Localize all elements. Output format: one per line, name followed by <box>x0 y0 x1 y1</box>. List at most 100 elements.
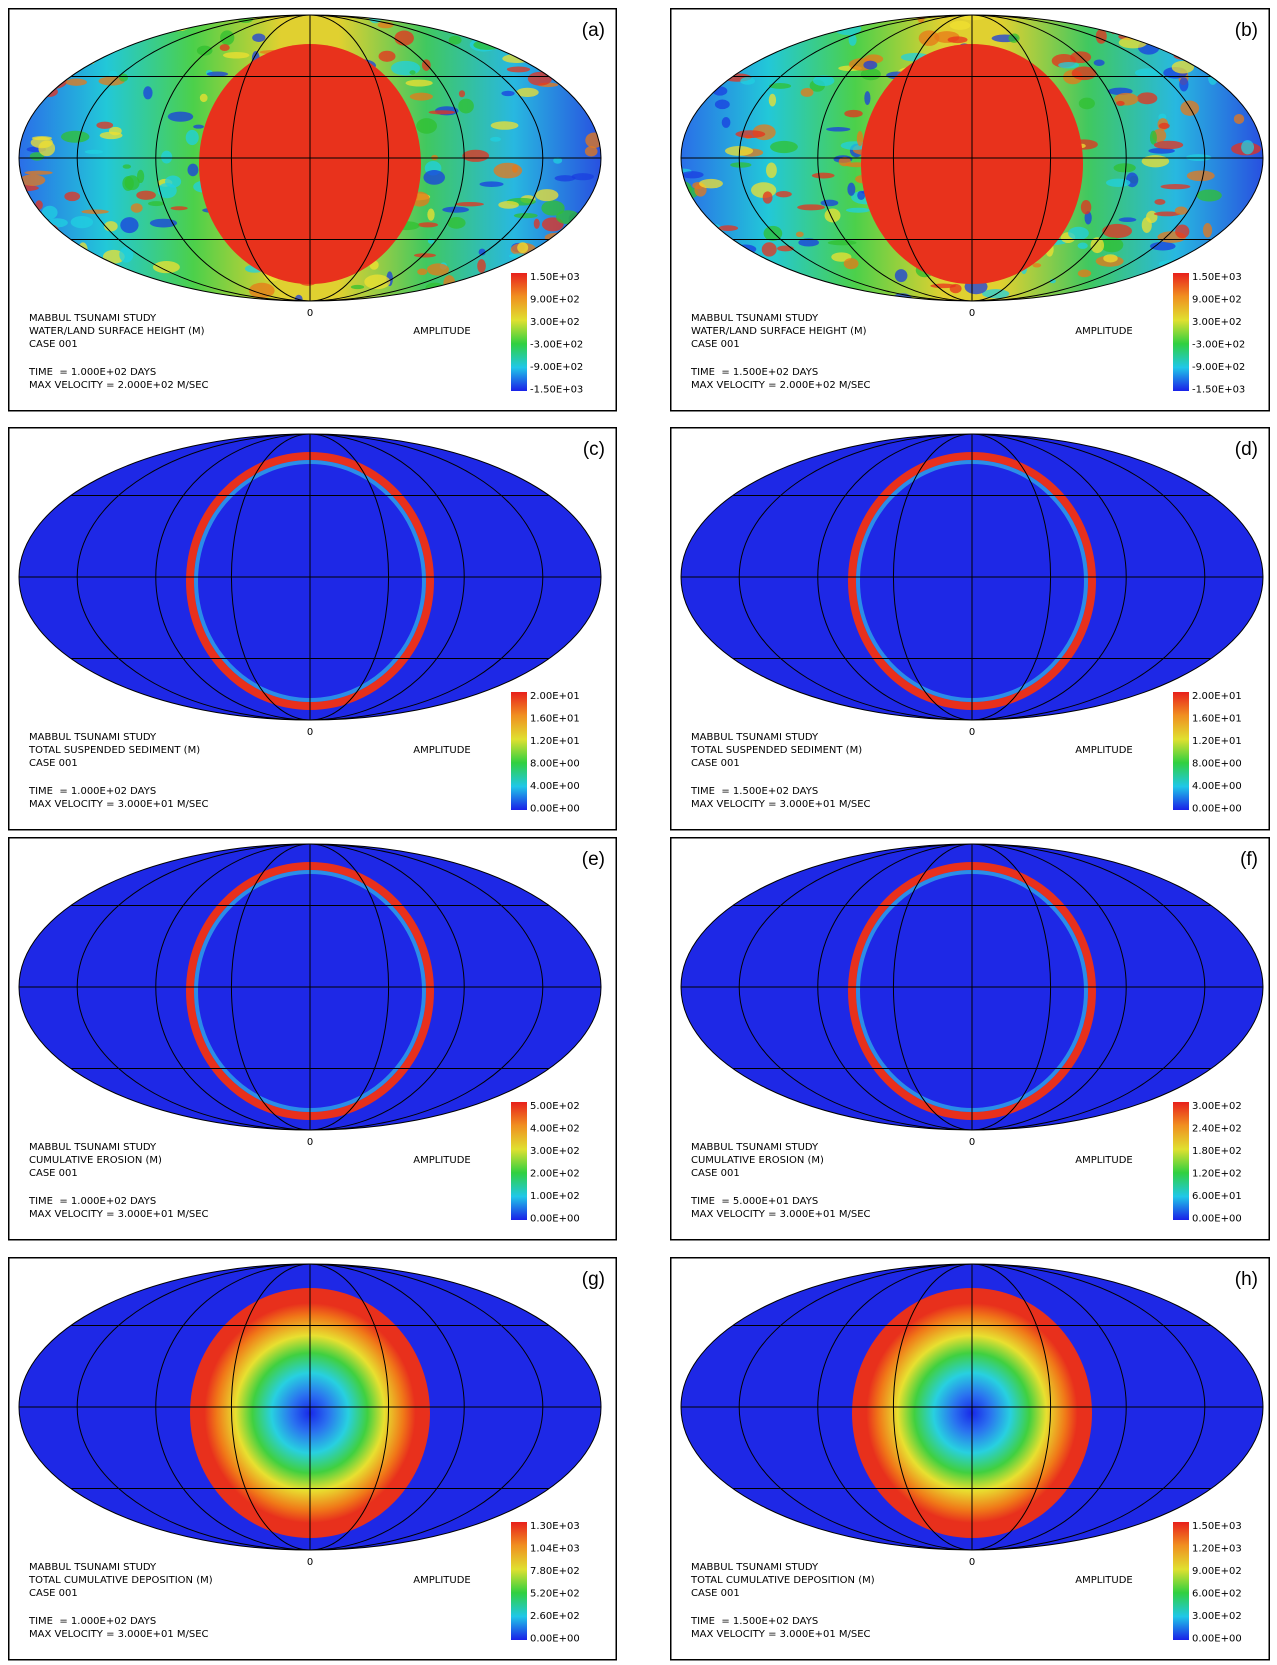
caption-velocity: MAX VELOCITY = 2.000E+02 M/SEC <box>29 380 209 391</box>
panel: (f)0MABBUL TSUNAMI STUDYCUMULATIVE EROSI… <box>671 838 1270 1240</box>
texture <box>1154 199 1165 205</box>
texture <box>193 125 204 129</box>
texture <box>770 141 798 153</box>
colorbar-label: 0.00E+00 <box>1192 1634 1242 1645</box>
legend-title: AMPLITUDE <box>1075 326 1132 337</box>
colorbar-label: -9.00E+02 <box>1192 362 1245 373</box>
texture <box>148 201 164 206</box>
texture <box>171 206 188 210</box>
texture <box>1102 224 1132 238</box>
texture <box>1116 101 1125 106</box>
texture <box>534 219 540 229</box>
texture <box>1150 242 1176 251</box>
texture <box>431 155 438 160</box>
panel-label: (e) <box>582 849 605 870</box>
texture <box>535 189 558 201</box>
colorbar-label: 0.00E+00 <box>1192 804 1242 815</box>
texture <box>458 99 474 114</box>
texture <box>429 110 456 114</box>
texture <box>1175 225 1189 239</box>
texture <box>32 136 52 140</box>
texture <box>585 146 598 156</box>
texture <box>950 21 971 30</box>
legend-title: AMPLITUDE <box>413 1575 470 1586</box>
map <box>19 1264 601 1550</box>
texture <box>812 173 835 179</box>
colorbar-label: 5.20E+02 <box>530 1589 580 1600</box>
colorbar-label: 3.00E+02 <box>530 1146 580 1157</box>
colorbar-label: 3.00E+02 <box>1192 1611 1242 1622</box>
colorbar-label: 2.00E+01 <box>1192 691 1242 702</box>
colorbar-label: 1.60E+01 <box>1192 714 1242 725</box>
caption-time: TIME = 1.000E+02 DAYS <box>28 1616 156 1627</box>
panel: (h)0MABBUL TSUNAMI STUDYTOTAL CUMULATIVE… <box>671 1258 1270 1660</box>
colorbar-label: 1.20E+03 <box>1192 1544 1242 1555</box>
colorbar <box>1173 1102 1189 1220</box>
texture <box>857 191 865 200</box>
texture <box>930 284 956 289</box>
panel-label: (c) <box>583 439 605 460</box>
texture <box>1187 170 1215 181</box>
texture <box>715 100 730 110</box>
colorbar-label: -3.00E+02 <box>1192 340 1245 351</box>
colorbar-label: 0.00E+00 <box>530 804 580 815</box>
legend-title: AMPLITUDE <box>1075 1155 1132 1166</box>
map <box>19 434 601 720</box>
texture <box>517 242 528 253</box>
texture <box>459 90 465 97</box>
colorbar <box>1173 1522 1189 1640</box>
texture <box>1078 243 1088 249</box>
texture <box>252 34 265 42</box>
texture <box>200 94 208 102</box>
texture <box>1094 60 1105 66</box>
texture <box>1179 77 1188 91</box>
texture <box>1068 227 1089 240</box>
panel: (e)0MABBUL TSUNAMI STUDYCUMULATIVE EROSI… <box>9 838 617 1240</box>
map <box>681 844 1263 1130</box>
colorbar-label: -1.50E+03 <box>530 385 583 396</box>
axis-label: 0 <box>969 727 975 738</box>
colorbar-label: 1.50E+03 <box>530 272 580 283</box>
caption-time: TIME = 1.500E+02 DAYS <box>690 1616 818 1627</box>
colorbar-label: 1.30E+03 <box>530 1521 580 1532</box>
map <box>681 434 1263 720</box>
texture <box>863 61 877 70</box>
texture <box>100 132 123 139</box>
panel: (b)0MABBUL TSUNAMI STUDYWATER/LAND SURFA… <box>670 9 1271 411</box>
texture <box>796 232 804 237</box>
texture <box>821 200 839 207</box>
texture <box>131 203 143 212</box>
texture <box>455 202 484 206</box>
caption-time: TIME = 1.500E+02 DAYS <box>690 786 818 797</box>
texture <box>220 44 230 51</box>
caption-time: TIME = 1.000E+02 DAYS <box>28 367 156 378</box>
texture <box>762 242 777 256</box>
legend-title: AMPLITUDE <box>1075 1575 1132 1586</box>
panel-label: (g) <box>582 1269 605 1290</box>
texture <box>153 261 180 273</box>
colorbar-label: 9.00E+02 <box>530 295 580 306</box>
texture <box>514 213 538 218</box>
axis-label: 0 <box>307 1137 313 1148</box>
texture <box>186 130 199 145</box>
colorbar-label: 2.40E+02 <box>1192 1124 1242 1135</box>
caption-case: CASE 001 <box>691 1588 740 1599</box>
texture <box>449 36 462 45</box>
caption-quantity: TOTAL SUSPENDED SEDIMENT (M) <box>28 745 200 756</box>
texture <box>846 208 870 213</box>
texture <box>1197 189 1222 201</box>
colorbar-label: 0.00E+00 <box>530 1214 580 1225</box>
caption-quantity: TOTAL CUMULATIVE DEPOSITION (M) <box>690 1575 875 1586</box>
texture <box>763 191 773 203</box>
texture <box>1161 184 1191 189</box>
panel: (d)0MABBUL TSUNAMI STUDYTOTAL SUSPENDED … <box>671 428 1270 830</box>
texture <box>1058 62 1079 68</box>
texture <box>844 258 859 269</box>
texture <box>722 117 731 128</box>
caption-study: MABBUL TSUNAMI STUDY <box>29 1562 157 1573</box>
colorbar-label: 2.00E+01 <box>530 691 580 702</box>
texture <box>776 191 792 197</box>
map <box>19 844 601 1130</box>
texture <box>1114 163 1136 172</box>
